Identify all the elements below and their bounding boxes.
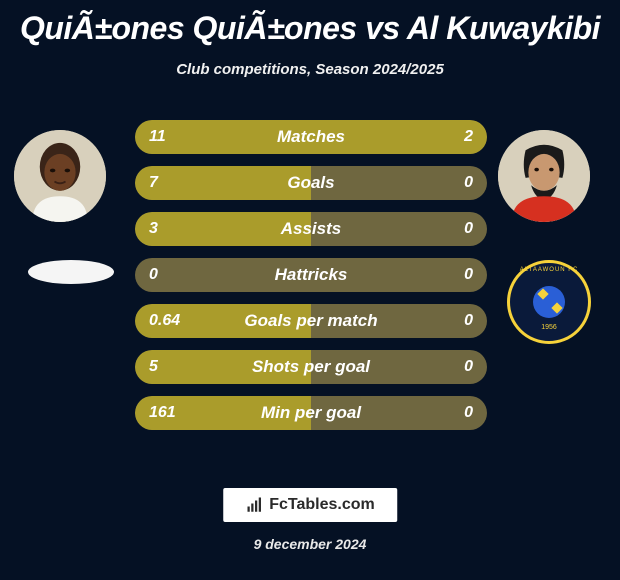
stat-label: Shots per goal xyxy=(201,357,421,377)
player-left-flag xyxy=(28,260,114,284)
comparison-rows: 11Matches27Goals03Assists00Hattricks00.6… xyxy=(135,120,487,442)
stat-row: 0.64Goals per match0 xyxy=(135,304,487,338)
stat-row: 5Shots per goal0 xyxy=(135,350,487,384)
chart-icon xyxy=(245,496,263,514)
stat-row: 0Hattricks0 xyxy=(135,258,487,292)
stat-row: 11Matches2 xyxy=(135,120,487,154)
footer-label: FcTables.com xyxy=(269,496,375,514)
stat-label: Assists xyxy=(201,219,421,239)
stat-value-left: 7 xyxy=(149,174,201,192)
stat-label: Goals per match xyxy=(201,311,421,331)
player-left-avatar xyxy=(14,130,106,222)
stat-row: 7Goals0 xyxy=(135,166,487,200)
stat-label: Hattricks xyxy=(201,265,421,285)
player-right-avatar xyxy=(498,130,590,222)
badge-text: ALTAAWOUN FC xyxy=(520,267,579,273)
stat-row: 3Assists0 xyxy=(135,212,487,246)
stat-value-right: 2 xyxy=(421,128,473,146)
stat-label: Goals xyxy=(201,173,421,193)
stat-value-left: 0 xyxy=(149,266,201,284)
stat-value-right: 0 xyxy=(421,404,473,422)
stat-value-left: 5 xyxy=(149,358,201,376)
stat-label: Min per goal xyxy=(201,403,421,423)
stat-value-left: 161 xyxy=(149,404,201,422)
stat-value-right: 0 xyxy=(421,174,473,192)
badge-year: 1956 xyxy=(541,324,557,331)
footer-date: 9 december 2024 xyxy=(0,536,620,552)
page-title: QuiÃ±ones QuiÃ±ones vs Al Kuwaykibi xyxy=(0,0,620,47)
stat-value-right: 0 xyxy=(421,220,473,238)
footer-brand[interactable]: FcTables.com xyxy=(223,488,397,522)
stat-value-right: 0 xyxy=(421,358,473,376)
badge-ball-icon xyxy=(533,286,565,318)
stat-value-left: 3 xyxy=(149,220,201,238)
stat-value-right: 0 xyxy=(421,266,473,284)
stat-label: Matches xyxy=(201,127,421,147)
stat-value-left: 0.64 xyxy=(149,312,201,330)
stat-value-right: 0 xyxy=(421,312,473,330)
stat-row: 161Min per goal0 xyxy=(135,396,487,430)
stat-value-left: 11 xyxy=(149,128,201,146)
player-right-club-badge: ALTAAWOUN FC 1956 xyxy=(507,260,591,344)
page-subtitle: Club competitions, Season 2024/2025 xyxy=(0,61,620,78)
